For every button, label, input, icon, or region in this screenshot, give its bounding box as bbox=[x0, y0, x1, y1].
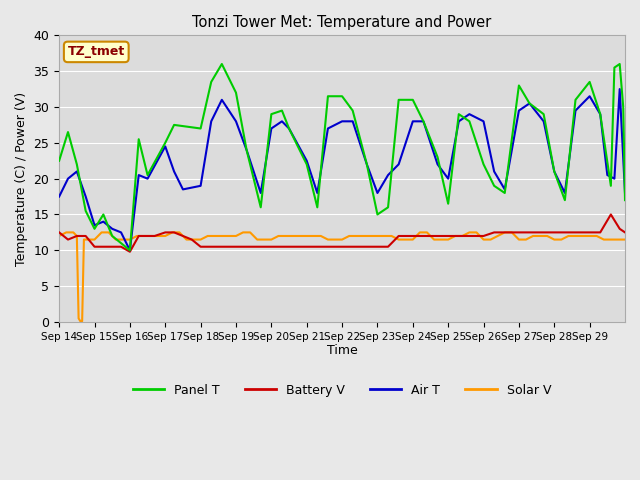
Air T bbox=[395, 161, 403, 167]
Solar V bbox=[218, 233, 226, 239]
Air T bbox=[616, 86, 623, 92]
Text: TZ_tmet: TZ_tmet bbox=[68, 46, 125, 59]
Solar V bbox=[140, 233, 148, 239]
Battery V bbox=[395, 233, 403, 239]
Air T bbox=[409, 119, 417, 124]
Battery V bbox=[55, 229, 63, 235]
Battery V bbox=[621, 229, 629, 235]
Battery V bbox=[434, 233, 442, 239]
Line: Air T: Air T bbox=[59, 89, 625, 250]
X-axis label: Time: Time bbox=[326, 345, 358, 358]
Battery V bbox=[504, 229, 512, 235]
Panel T bbox=[55, 158, 63, 164]
Battery V bbox=[196, 244, 204, 250]
Panel T bbox=[232, 90, 240, 96]
Solar V bbox=[77, 318, 84, 324]
Solar V bbox=[55, 233, 63, 239]
Air T bbox=[434, 161, 442, 167]
Solar V bbox=[246, 229, 254, 235]
Panel T bbox=[455, 111, 463, 117]
Solar V bbox=[600, 237, 607, 242]
Air T bbox=[515, 108, 523, 113]
Panel T bbox=[218, 61, 226, 67]
Y-axis label: Temperature (C) / Power (V): Temperature (C) / Power (V) bbox=[15, 92, 28, 266]
Air T bbox=[207, 119, 215, 124]
Panel T bbox=[621, 197, 629, 203]
Panel T bbox=[465, 119, 473, 124]
Line: Battery V: Battery V bbox=[59, 215, 625, 252]
Title: Tonzi Tower Met: Temperature and Power: Tonzi Tower Met: Temperature and Power bbox=[193, 15, 492, 30]
Panel T bbox=[434, 154, 442, 160]
Solar V bbox=[225, 233, 233, 239]
Battery V bbox=[126, 249, 134, 254]
Panel T bbox=[126, 247, 134, 253]
Air T bbox=[126, 247, 134, 253]
Battery V bbox=[420, 233, 428, 239]
Battery V bbox=[607, 212, 614, 217]
Solar V bbox=[62, 229, 70, 235]
Line: Solar V: Solar V bbox=[59, 232, 625, 321]
Panel T bbox=[540, 111, 547, 117]
Air T bbox=[55, 194, 63, 200]
Air T bbox=[444, 176, 452, 181]
Legend: Panel T, Battery V, Air T, Solar V: Panel T, Battery V, Air T, Solar V bbox=[128, 379, 556, 402]
Panel T bbox=[420, 119, 428, 124]
Air T bbox=[621, 190, 629, 196]
Battery V bbox=[384, 244, 392, 250]
Line: Panel T: Panel T bbox=[59, 64, 625, 250]
Solar V bbox=[338, 237, 346, 242]
Solar V bbox=[621, 237, 629, 242]
